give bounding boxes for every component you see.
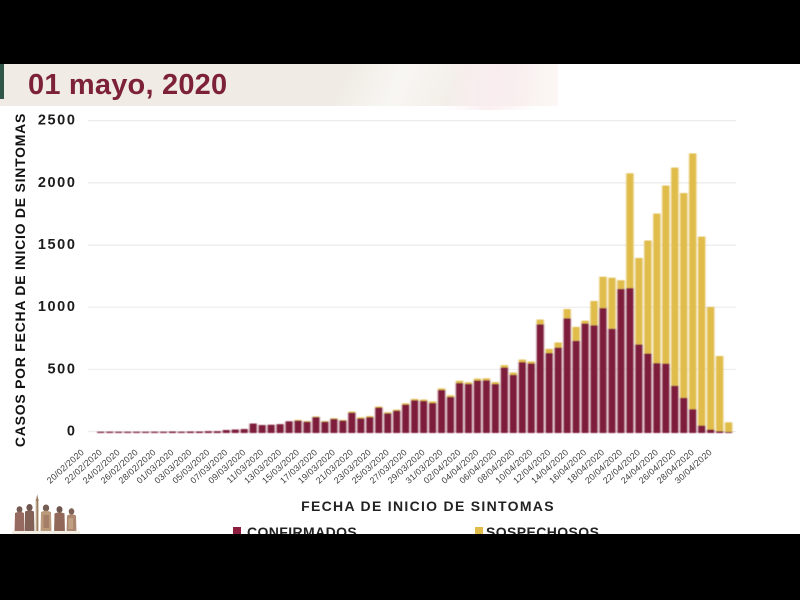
svg-text:1500: 1500 bbox=[38, 237, 77, 253]
svg-text:2500: 2500 bbox=[38, 113, 77, 129]
svg-text:1000: 1000 bbox=[38, 299, 77, 315]
svg-text:FECHA DE INICIO DE SINTOMAS: FECHA DE INICIO DE SINTOMAS bbox=[301, 498, 555, 514]
svg-text:CASOS POR FECHA DE INICIO DE S: CASOS POR FECHA DE INICIO DE SINTOMAS bbox=[12, 113, 28, 447]
svg-text:0: 0 bbox=[67, 424, 77, 440]
svg-text:2000: 2000 bbox=[38, 175, 77, 191]
svg-text:500: 500 bbox=[48, 361, 77, 377]
